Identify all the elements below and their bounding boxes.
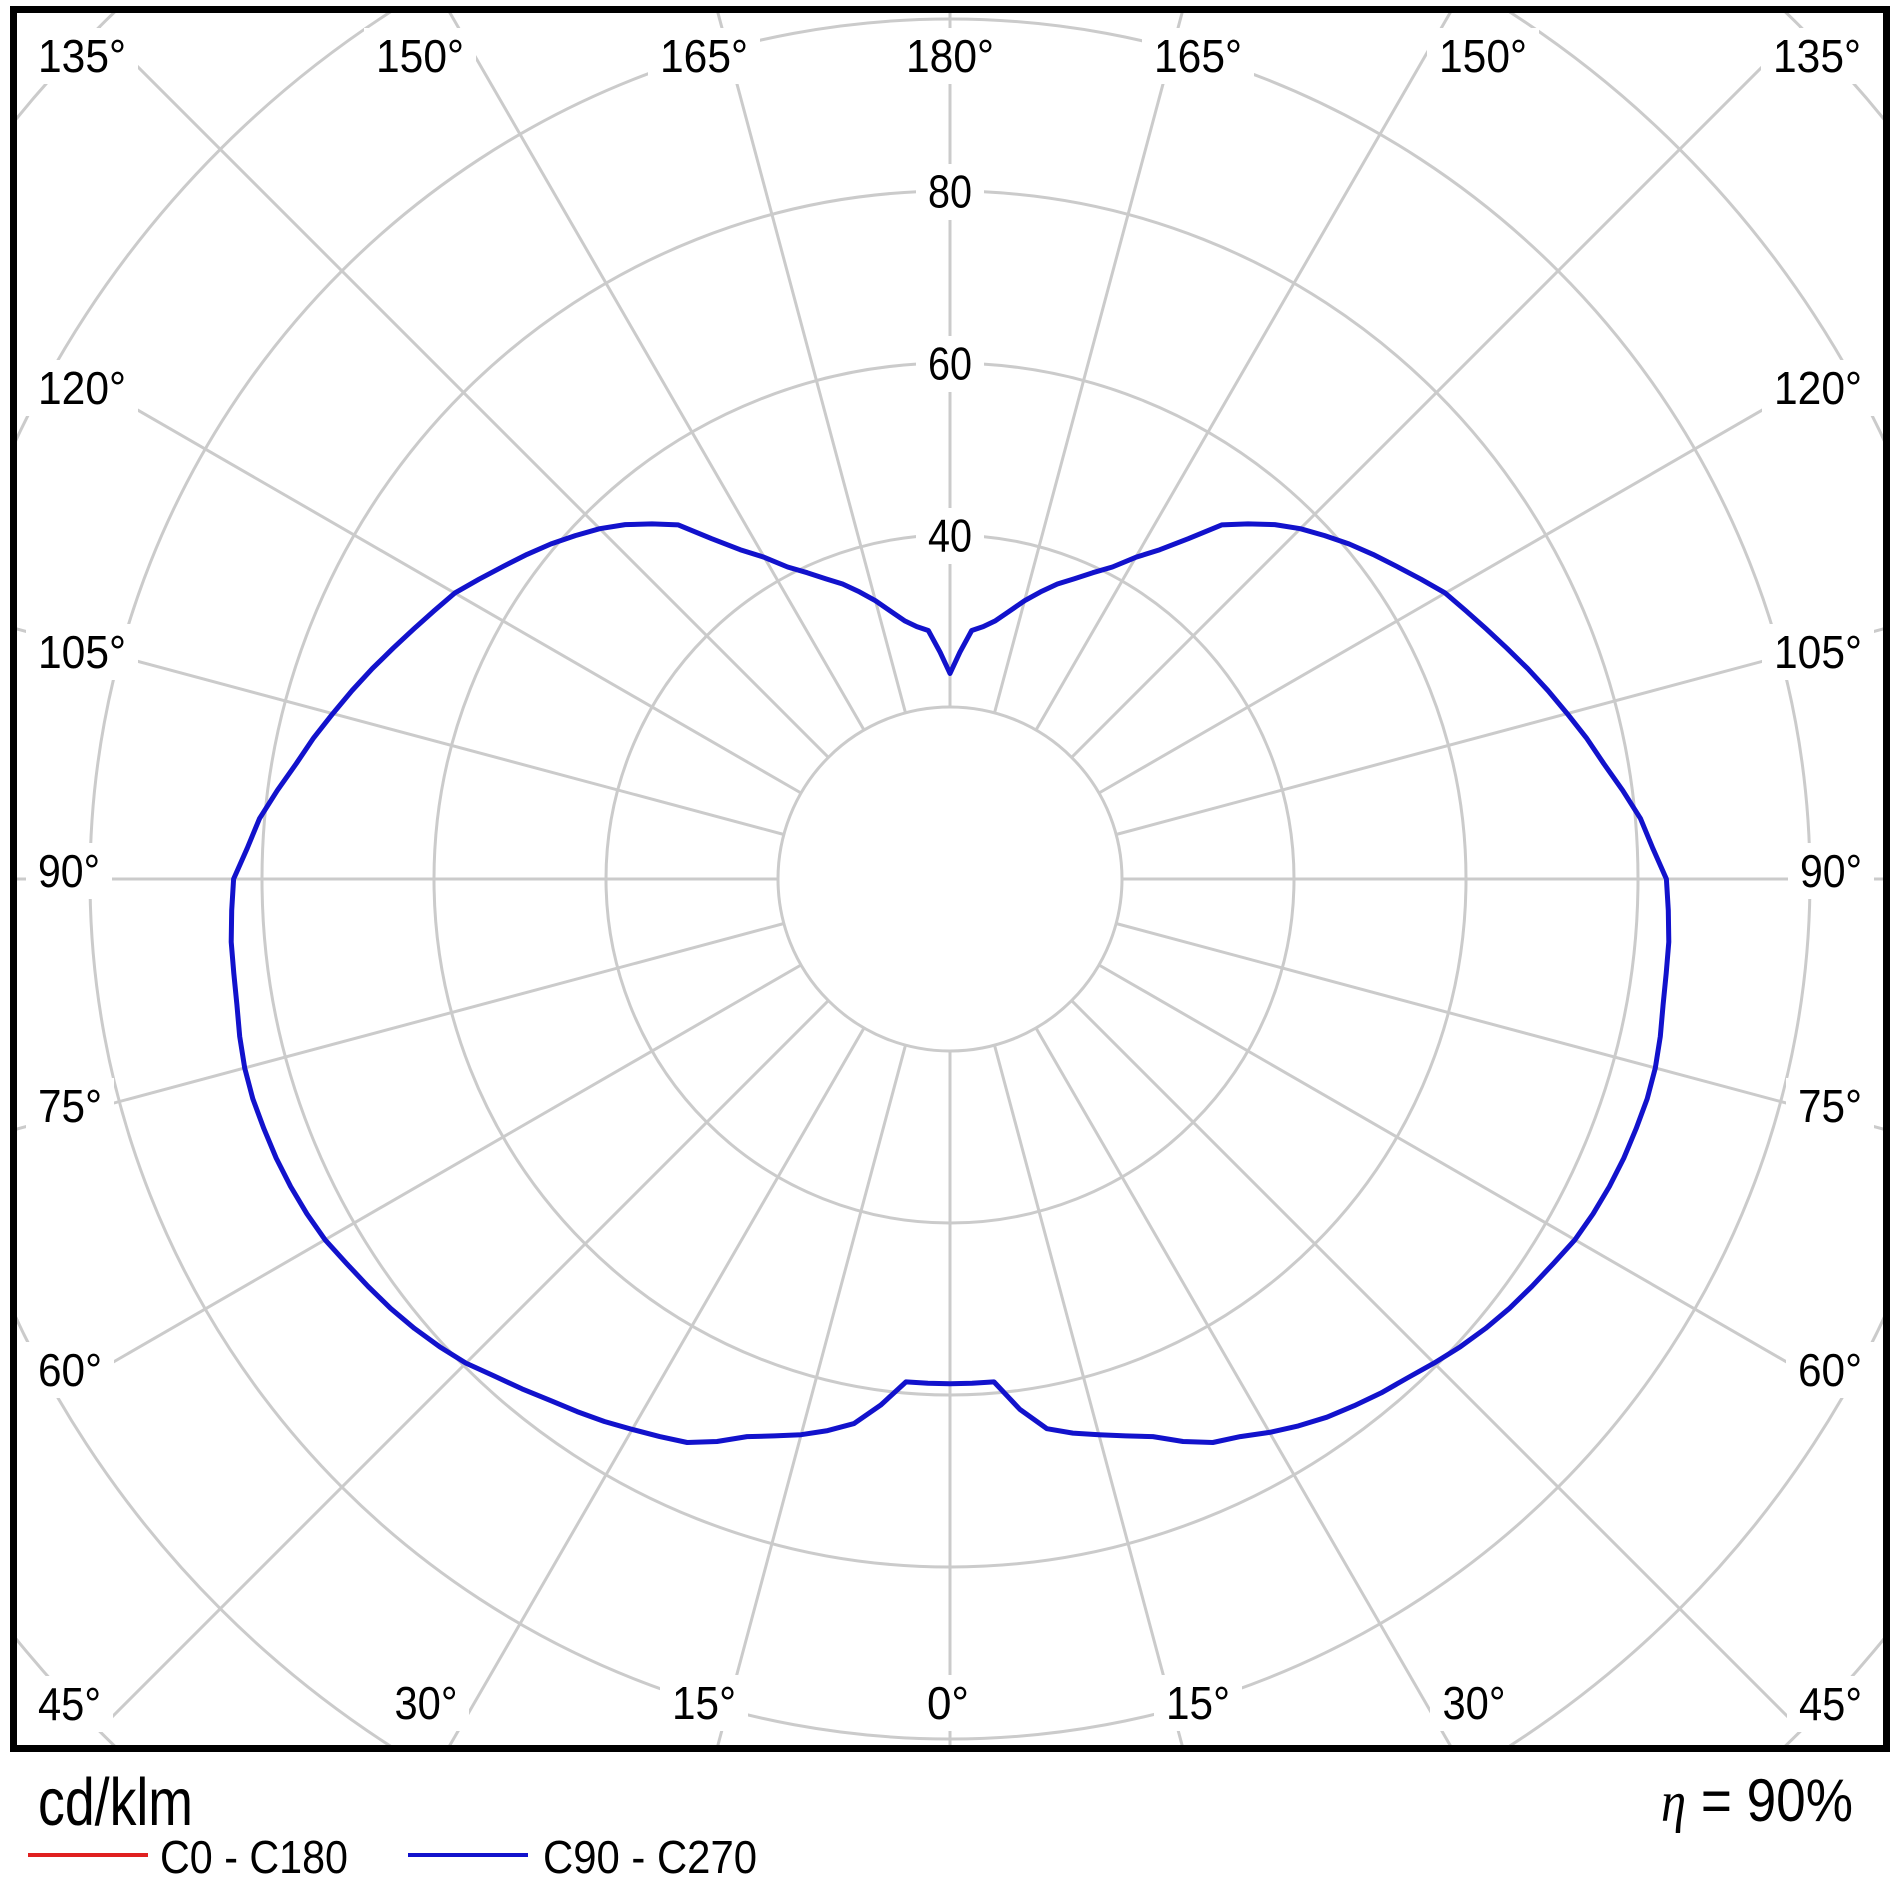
svg-text:105°: 105°: [38, 626, 126, 678]
svg-text:60: 60: [928, 338, 972, 390]
svg-text:135°: 135°: [1773, 30, 1861, 82]
svg-text:45°: 45°: [1799, 1678, 1862, 1730]
svg-text:75°: 75°: [1798, 1080, 1862, 1132]
svg-text:165°: 165°: [660, 30, 748, 82]
svg-text:180°: 180°: [906, 30, 994, 82]
svg-text:90°: 90°: [38, 845, 100, 897]
svg-text:15°: 15°: [1166, 1677, 1230, 1729]
svg-text:120°: 120°: [38, 362, 126, 414]
svg-text:η = 90%: η = 90%: [1661, 1767, 1853, 1834]
svg-text:0°: 0°: [927, 1677, 969, 1729]
svg-text:30°: 30°: [395, 1677, 458, 1729]
svg-text:60°: 60°: [1798, 1344, 1862, 1396]
svg-text:75°: 75°: [38, 1080, 102, 1132]
svg-text:150°: 150°: [1439, 30, 1527, 82]
svg-text:105°: 105°: [1774, 626, 1862, 678]
svg-text:90°: 90°: [1800, 845, 1862, 897]
svg-text:165°: 165°: [1154, 30, 1242, 82]
svg-text:cd/klm: cd/klm: [38, 1765, 193, 1840]
svg-text:150°: 150°: [376, 30, 464, 82]
svg-text:135°: 135°: [38, 30, 126, 82]
svg-text:30°: 30°: [1443, 1677, 1506, 1729]
svg-text:120°: 120°: [1774, 362, 1862, 414]
svg-text:C0 - C180: C0 - C180: [160, 1831, 348, 1883]
svg-text:45°: 45°: [38, 1678, 101, 1730]
svg-text:15°: 15°: [672, 1677, 736, 1729]
svg-text:80: 80: [928, 166, 972, 218]
svg-text:60°: 60°: [38, 1344, 102, 1396]
svg-text:40: 40: [928, 510, 972, 562]
svg-text:C90 - C270: C90 - C270: [543, 1831, 757, 1883]
